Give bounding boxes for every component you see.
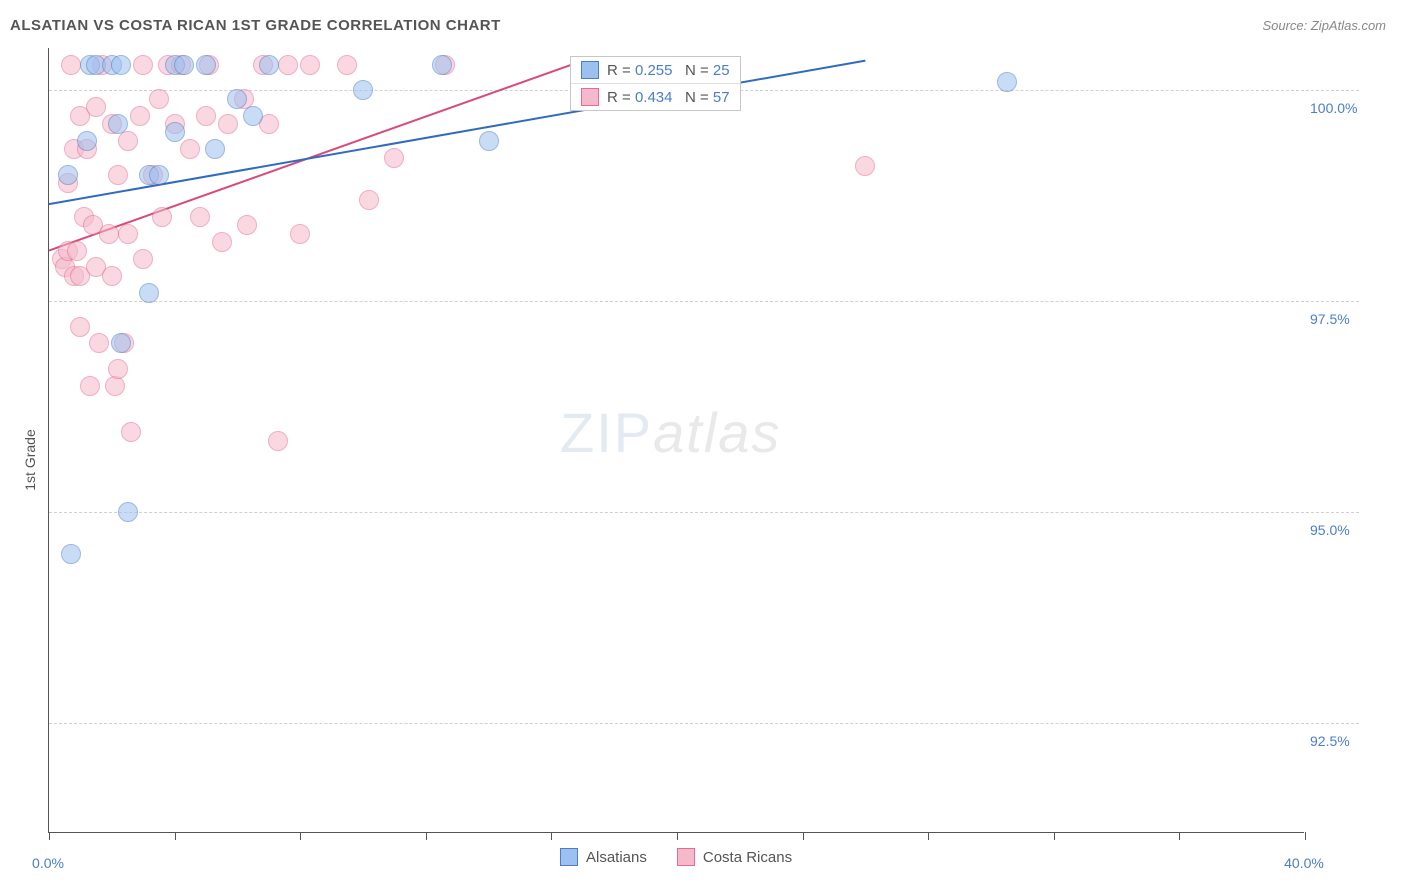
title-bar: ALSATIAN VS COSTA RICAN 1ST GRADE CORREL… bbox=[0, 10, 1406, 40]
y-tick-label: 95.0% bbox=[1310, 522, 1350, 538]
source-label: Source: ZipAtlas.com bbox=[1262, 18, 1386, 33]
scatter-point-alsatians bbox=[165, 122, 185, 142]
x-tick bbox=[175, 832, 176, 840]
x-tick bbox=[49, 832, 50, 840]
chart-title: ALSATIAN VS COSTA RICAN 1ST GRADE CORREL… bbox=[10, 17, 501, 34]
y-axis-label: 1st Grade bbox=[22, 429, 38, 490]
x-tick bbox=[677, 832, 678, 840]
scatter-point-alsatians bbox=[243, 106, 263, 126]
gridline bbox=[49, 301, 1359, 302]
scatter-point-costaricans bbox=[121, 422, 141, 442]
scatter-point-alsatians bbox=[227, 89, 247, 109]
plot-area bbox=[48, 48, 1304, 833]
stats-row-costaricans: R = 0.434 N = 57 bbox=[571, 83, 740, 110]
n-value-costaricans: 57 bbox=[713, 89, 730, 106]
scatter-point-costaricans bbox=[133, 55, 153, 75]
scatter-point-alsatians bbox=[196, 55, 216, 75]
gridline bbox=[49, 512, 1359, 513]
scatter-point-costaricans bbox=[300, 55, 320, 75]
scatter-point-alsatians bbox=[479, 131, 499, 151]
r-value-alsatians: 0.255 bbox=[635, 62, 673, 79]
scatter-point-costaricans bbox=[86, 97, 106, 117]
legend-item-costaricans: Costa Ricans bbox=[677, 848, 792, 866]
scatter-point-costaricans bbox=[384, 148, 404, 168]
scatter-point-alsatians bbox=[77, 131, 97, 151]
scatter-point-costaricans bbox=[118, 224, 138, 244]
scatter-point-alsatians bbox=[61, 544, 81, 564]
scatter-point-costaricans bbox=[237, 215, 257, 235]
scatter-point-alsatians bbox=[432, 55, 452, 75]
scatter-point-costaricans bbox=[105, 376, 125, 396]
scatter-point-costaricans bbox=[133, 249, 153, 269]
scatter-point-costaricans bbox=[152, 207, 172, 227]
scatter-point-costaricans bbox=[212, 232, 232, 252]
legend-swatch-alsatians bbox=[560, 848, 578, 866]
x-tick bbox=[426, 832, 427, 840]
stats-text-costaricans: R = 0.434 N = 57 bbox=[607, 89, 730, 106]
stats-text-alsatians: R = 0.255 N = 25 bbox=[607, 62, 730, 79]
scatter-point-alsatians bbox=[149, 165, 169, 185]
scatter-point-costaricans bbox=[359, 190, 379, 210]
legend-swatch-costaricans bbox=[677, 848, 695, 866]
x-tick bbox=[300, 832, 301, 840]
scatter-point-costaricans bbox=[337, 55, 357, 75]
x-tick bbox=[928, 832, 929, 840]
legend-label-costaricans: Costa Ricans bbox=[703, 849, 792, 866]
scatter-point-costaricans bbox=[149, 89, 169, 109]
legend-bottom: Alsatians Costa Ricans bbox=[560, 848, 792, 866]
legend-label-alsatians: Alsatians bbox=[586, 849, 647, 866]
n-value-alsatians: 25 bbox=[713, 62, 730, 79]
scatter-point-costaricans bbox=[80, 376, 100, 396]
swatch-costaricans bbox=[581, 88, 599, 106]
x-tick-label: 40.0% bbox=[1284, 855, 1324, 871]
x-tick bbox=[551, 832, 552, 840]
trendlines-svg bbox=[49, 48, 1305, 833]
stats-box: R = 0.255 N = 25 R = 0.434 N = 57 bbox=[570, 56, 741, 111]
scatter-point-costaricans bbox=[130, 106, 150, 126]
x-tick bbox=[803, 832, 804, 840]
scatter-point-costaricans bbox=[89, 333, 109, 353]
correlation-chart: ALSATIAN VS COSTA RICAN 1ST GRADE CORREL… bbox=[0, 0, 1406, 892]
scatter-point-alsatians bbox=[205, 139, 225, 159]
scatter-point-costaricans bbox=[190, 207, 210, 227]
x-tick bbox=[1179, 832, 1180, 840]
scatter-point-costaricans bbox=[108, 359, 128, 379]
y-tick-label: 100.0% bbox=[1310, 100, 1357, 116]
x-tick bbox=[1305, 832, 1306, 840]
y-tick-label: 97.5% bbox=[1310, 311, 1350, 327]
scatter-point-costaricans bbox=[218, 114, 238, 134]
scatter-point-alsatians bbox=[111, 333, 131, 353]
scatter-point-alsatians bbox=[58, 165, 78, 185]
scatter-point-alsatians bbox=[118, 502, 138, 522]
scatter-point-costaricans bbox=[180, 139, 200, 159]
scatter-point-costaricans bbox=[61, 55, 81, 75]
scatter-point-alsatians bbox=[997, 72, 1017, 92]
legend-item-alsatians: Alsatians bbox=[560, 848, 647, 866]
scatter-point-alsatians bbox=[139, 283, 159, 303]
scatter-point-costaricans bbox=[99, 224, 119, 244]
scatter-point-alsatians bbox=[174, 55, 194, 75]
gridline bbox=[49, 723, 1359, 724]
scatter-point-costaricans bbox=[67, 241, 87, 261]
scatter-point-alsatians bbox=[108, 114, 128, 134]
scatter-point-costaricans bbox=[108, 165, 128, 185]
scatter-point-costaricans bbox=[855, 156, 875, 176]
scatter-point-alsatians bbox=[353, 80, 373, 100]
y-tick-label: 92.5% bbox=[1310, 733, 1350, 749]
scatter-point-costaricans bbox=[196, 106, 216, 126]
scatter-point-costaricans bbox=[290, 224, 310, 244]
r-value-costaricans: 0.434 bbox=[635, 89, 673, 106]
trendline-costaricans bbox=[49, 61, 583, 251]
scatter-point-costaricans bbox=[268, 431, 288, 451]
scatter-point-alsatians bbox=[259, 55, 279, 75]
scatter-point-costaricans bbox=[102, 266, 122, 286]
scatter-point-costaricans bbox=[70, 317, 90, 337]
x-tick bbox=[1054, 832, 1055, 840]
scatter-point-alsatians bbox=[111, 55, 131, 75]
stats-row-alsatians: R = 0.255 N = 25 bbox=[571, 57, 740, 83]
x-tick-label: 0.0% bbox=[32, 855, 64, 871]
swatch-alsatians bbox=[581, 61, 599, 79]
scatter-point-costaricans bbox=[118, 131, 138, 151]
scatter-point-costaricans bbox=[278, 55, 298, 75]
